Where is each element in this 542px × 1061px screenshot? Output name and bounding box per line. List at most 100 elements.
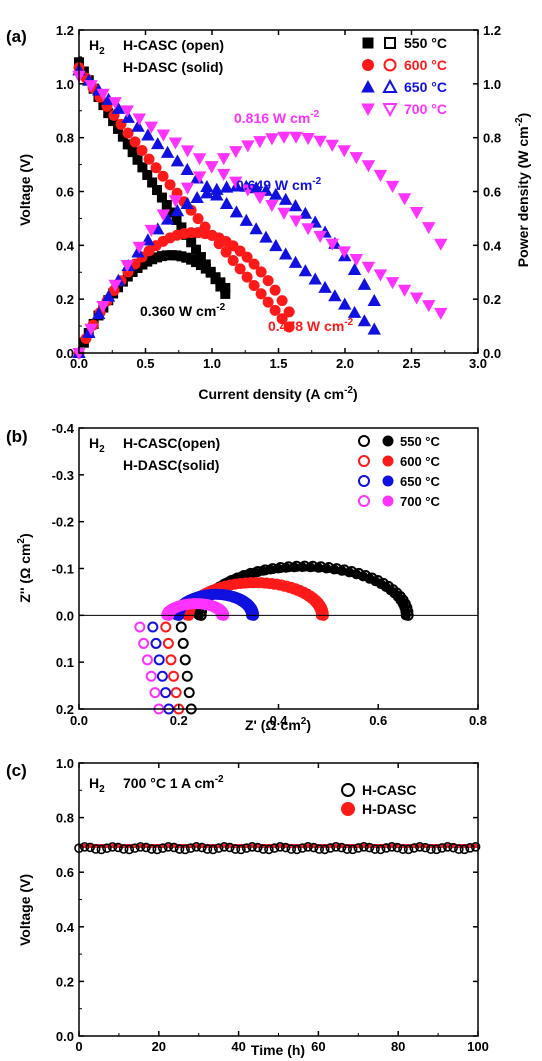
h-casc-point	[336, 842, 347, 853]
iv-point-solid-650	[112, 102, 125, 114]
h-casc-point	[459, 844, 470, 855]
iv-point-solid-650	[250, 223, 263, 234]
panel-b-annotation-open: H-CASC(open)	[123, 435, 220, 451]
power-point-solid-600	[249, 259, 260, 270]
h-casc-point	[107, 842, 118, 852]
power-point-solid-700	[229, 146, 242, 158]
peak-power-unit-exp: -2	[310, 109, 319, 120]
legend-solid-marker	[362, 59, 374, 71]
peak-power-unit-exp: -2	[216, 302, 225, 313]
iv-point-solid-600	[158, 171, 169, 182]
power-point-solid-650	[171, 205, 184, 216]
power-point-solid-650	[132, 246, 144, 258]
power-point-solid-650	[191, 192, 203, 203]
panel-a-y2-axis-label: Power density (W cm-2)	[514, 113, 531, 267]
h-casc-point	[157, 843, 168, 853]
power-point-solid-700	[205, 162, 218, 173]
iv-point-solid-650	[260, 231, 272, 243]
panel-a-y2-tick-label: 1.2	[483, 23, 501, 38]
panel-a-y-tick-label: 1.0	[56, 77, 74, 92]
panel-c-y-axis-label: Voltage (V)	[17, 874, 33, 946]
power-point-solid-700	[326, 140, 339, 151]
h-casc-point	[213, 843, 224, 853]
h-casc-point	[314, 844, 324, 854]
iv-point-solid-650	[220, 197, 233, 209]
h-casc-point	[258, 844, 269, 854]
panel-b-x-tick-label: 0.6	[369, 713, 387, 728]
power-point-solid-700	[109, 280, 122, 291]
h-casc-point	[392, 842, 403, 853]
eis-point-open	[145, 670, 157, 682]
power-point-solid-700	[97, 301, 109, 313]
panel-a-annotation-solid: H-DASC (solid)	[123, 59, 223, 75]
legend-label: 600 °C	[404, 57, 447, 73]
power-point-solid-600	[256, 266, 267, 277]
iv-point-solid-600	[277, 313, 288, 324]
iv-point-solid-700	[121, 105, 134, 117]
panel-c-x-tick-label: 20	[152, 1039, 166, 1054]
h-casc-point	[375, 844, 386, 855]
power-point-solid-700	[302, 133, 314, 145]
panel-a-y2-tick-label: 0.0	[483, 346, 501, 361]
power-point-solid-700	[386, 181, 399, 192]
iv-point-solid-700	[290, 215, 302, 227]
panel-b-y-tick-label: 0.1	[56, 655, 74, 670]
legend-open-marker	[358, 435, 370, 447]
panel-a-x-tick-label: 0.5	[136, 356, 154, 371]
iv-point-solid-600	[263, 297, 274, 308]
power-point-solid-700	[157, 209, 170, 221]
power-point-solid-700	[193, 171, 206, 183]
panel-c-y-tick-label: 0.8	[56, 811, 74, 826]
h-casc-point	[90, 844, 101, 854]
legend-solid-marker	[382, 495, 394, 507]
power-point-solid-650	[181, 197, 194, 209]
panel-a-legend: 550 °C 600 °C 650 °C 700 °C	[361, 35, 447, 118]
h-casc-point	[180, 844, 190, 855]
legend-open-marker	[358, 475, 370, 487]
eis-point-open	[156, 670, 168, 682]
legend-open-marker	[383, 58, 397, 72]
panel-a-y-tick-label: 0.8	[56, 131, 74, 146]
h-casc-point	[347, 844, 358, 855]
h-casc-point	[398, 844, 408, 854]
iv-point-solid-650	[210, 189, 223, 201]
iv-point-solid-550	[172, 215, 182, 225]
iv-point-solid-550	[157, 193, 167, 203]
panel-c: (c) 0 20 40 60 80 100 0.0 0.2 0.4 0.6 0.8 1.0 H2 70…	[6, 756, 489, 1058]
iv-point-solid-650	[309, 273, 322, 285]
panel-a-x-tick-label: 2.5	[402, 356, 420, 371]
panel-c-axes: 0 20 40 60 80 100 0.0 0.2 0.4 0.6 0.8 1.0	[56, 756, 489, 1054]
legend-label: H-DASC	[362, 801, 416, 817]
panel-a-axes: 0.0 0.5 1.0 1.5 2.0 2.5 3.00.0 0.00.2 0.20.4 0.40…	[56, 23, 502, 371]
h-casc-point	[85, 842, 95, 853]
h-casc-point	[130, 843, 140, 853]
h-casc-point	[431, 844, 442, 855]
iv-point-solid-600	[270, 305, 281, 316]
panel-a-x-tick-label: 3.0	[469, 356, 487, 371]
peak-power-value: 0.649 W cm	[236, 177, 312, 193]
h-casc-point	[169, 842, 179, 853]
h-casc-point	[124, 844, 135, 855]
iv-point-solid-650	[171, 155, 184, 166]
panel-c-label: (c)	[6, 761, 27, 780]
iv-point-solid-650	[240, 214, 253, 226]
panel-b-x-tick-label: 0.8	[469, 713, 487, 728]
iv-point-solid-600	[284, 321, 295, 332]
power-point-solid-700	[133, 242, 146, 253]
legend-label: 700 °C	[404, 101, 447, 117]
h-casc-point	[79, 842, 90, 852]
iv-point-solid-650	[151, 138, 164, 149]
panel-b-y-tick-label: 0.0	[56, 608, 74, 623]
peak-power-label: 0.816 W cm-2	[234, 109, 320, 126]
iv-point-solid-700	[434, 308, 447, 319]
panel-b-y-tick-label: -0.4	[52, 421, 75, 436]
legend-marker	[341, 783, 355, 797]
iv-point-solid-700	[157, 130, 170, 141]
h-casc-point	[152, 844, 163, 855]
power-point-solid-650	[210, 183, 223, 195]
h-casc-point	[230, 844, 241, 854]
power-point-solid-600	[221, 236, 232, 247]
eis-point-open	[147, 621, 159, 633]
power-point-solid-650	[161, 213, 174, 225]
iv-point-solid-600	[256, 288, 267, 299]
